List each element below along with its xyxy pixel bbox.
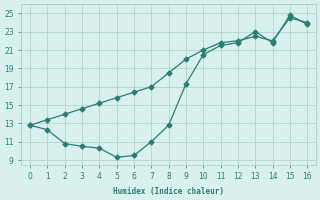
X-axis label: Humidex (Indice chaleur): Humidex (Indice chaleur) xyxy=(113,187,224,196)
